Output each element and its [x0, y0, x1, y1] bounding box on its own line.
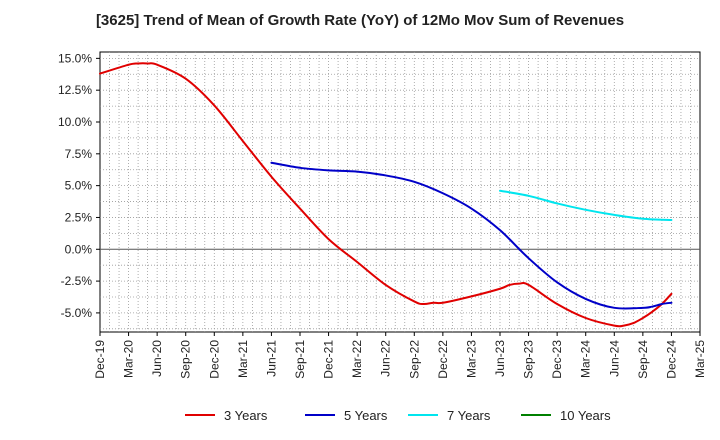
x-tick-label: Mar-24: [579, 340, 593, 378]
y-tick-label: 15.0%: [58, 51, 92, 65]
series-line-5-years: [270, 161, 673, 310]
x-tick-label: Sep-20: [179, 340, 193, 379]
y-tick-label: 7.5%: [65, 147, 93, 161]
y-tick-label: -5.0%: [61, 306, 93, 320]
series-line-7-years: [499, 189, 673, 221]
x-tick-label: Jun-23: [493, 340, 507, 377]
x-tick-label: Mar-22: [350, 340, 364, 378]
x-tick-label: Jun-20: [150, 340, 164, 377]
y-tick-label: 12.5%: [58, 83, 92, 97]
grid-layer: [99, 51, 701, 333]
y-tick-label: 5.0%: [65, 179, 93, 193]
x-tick-label: Mar-25: [693, 340, 707, 378]
axis-layer: 15.0% 12.5% 10.0% 7.5% 5.0% 2.5% 0.0% -2.5% -5.0…: [58, 51, 707, 378]
x-tick-label: Dec-20: [207, 340, 221, 379]
x-tick-label: Mar-23: [464, 340, 478, 378]
x-tick-label: Jun-22: [379, 340, 393, 377]
plot-area: [99, 51, 701, 333]
x-tick-label: Dec-22: [436, 340, 450, 379]
x-tick-label: Dec-21: [322, 340, 336, 379]
x-tick-label: Mar-21: [236, 340, 250, 378]
x-tick-label: Sep-22: [407, 340, 421, 379]
x-tick-label: Sep-21: [293, 340, 307, 379]
y-tick-label: 0.0%: [65, 242, 93, 256]
legend-label-10-years: 10 Years: [560, 408, 611, 423]
x-tick-label: Jun-21: [264, 340, 278, 377]
y-tick-label: 10.0%: [58, 115, 92, 129]
legend-layer: 3 Years 5 Years 7 Years 10 Years: [185, 408, 611, 423]
x-tick-label: Mar-20: [122, 340, 136, 378]
legend-label-3-years: 3 Years: [224, 408, 268, 423]
y-tick-label: -2.5%: [61, 274, 93, 288]
x-tick-label: Dec-19: [93, 340, 107, 379]
x-tick-label: Dec-24: [664, 340, 678, 379]
x-tick-label: Sep-23: [522, 340, 536, 379]
x-tick-label: Jun-24: [607, 340, 621, 377]
y-tick-label: 2.5%: [65, 210, 93, 224]
x-tick-label: Dec-23: [550, 340, 564, 379]
chart-title: [3625] Trend of Mean of Growth Rate (YoY…: [95, 12, 625, 29]
series-line-3-years: [99, 62, 673, 328]
legend-label-5-years: 5 Years: [344, 408, 388, 423]
x-tick-label: Sep-24: [636, 340, 650, 379]
series-layer: [99, 62, 673, 328]
legend-label-7-years: 7 Years: [447, 408, 491, 423]
